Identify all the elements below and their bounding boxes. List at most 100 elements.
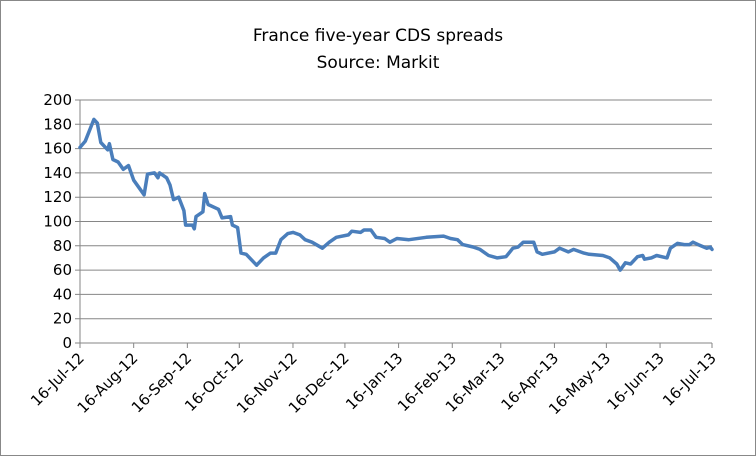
data-point	[553, 250, 556, 254]
data-point	[206, 203, 210, 206]
data-point	[269, 251, 272, 255]
data-point	[641, 254, 644, 257]
data-point	[78, 146, 82, 149]
data-point	[116, 160, 120, 164]
data-point	[383, 237, 386, 240]
data-point	[350, 230, 354, 233]
data-point	[696, 243, 700, 246]
data-point	[194, 215, 198, 218]
data-point	[643, 257, 646, 261]
data-point	[567, 250, 570, 254]
data-point	[487, 254, 490, 257]
data-point	[582, 251, 586, 255]
data-point	[335, 236, 338, 239]
data-point	[111, 158, 115, 161]
data-point	[291, 231, 295, 234]
data-point	[99, 141, 102, 144]
y-tick-label: 160	[43, 140, 72, 158]
data-point	[362, 228, 366, 232]
data-point	[449, 237, 452, 240]
data-point	[177, 196, 180, 199]
data-point	[236, 226, 239, 229]
data-point	[106, 148, 109, 152]
data-point	[461, 243, 464, 246]
data-point	[496, 256, 499, 260]
data-point	[522, 240, 525, 244]
data-point	[442, 234, 445, 238]
data-point	[158, 171, 161, 175]
y-tick-label: 40	[53, 285, 72, 303]
data-point	[395, 237, 399, 240]
data-point	[153, 171, 156, 175]
y-tick-label: 60	[53, 261, 72, 279]
data-point	[217, 208, 220, 211]
data-point	[321, 247, 324, 250]
data-point	[165, 176, 168, 179]
data-point	[676, 242, 679, 245]
chart-title: France five-year CDS spreads	[253, 26, 503, 46]
data-point	[516, 245, 520, 249]
data-point	[471, 245, 475, 249]
data-point	[262, 256, 265, 260]
data-point	[636, 255, 639, 258]
data-point	[286, 232, 289, 235]
data-point	[615, 262, 618, 266]
data-point	[127, 164, 130, 167]
data-point	[374, 236, 378, 239]
y-tick-label: 20	[53, 310, 72, 328]
data-point	[601, 254, 605, 257]
data-point	[608, 256, 612, 260]
data-point	[347, 233, 350, 237]
data-point	[231, 223, 234, 227]
data-point	[274, 251, 277, 255]
data-point	[688, 243, 691, 246]
data-point	[619, 268, 622, 272]
data-point	[132, 178, 135, 182]
data-point	[203, 192, 206, 195]
data-point	[456, 238, 459, 241]
data-point	[650, 256, 653, 260]
data-point	[83, 140, 87, 143]
data-point	[168, 183, 172, 187]
data-point	[558, 247, 561, 250]
data-point	[193, 227, 196, 230]
data-point	[182, 209, 186, 212]
data-point	[535, 250, 539, 254]
data-point	[511, 247, 515, 250]
data-point	[328, 240, 331, 244]
y-tick-label: 100	[43, 213, 72, 231]
data-point	[310, 240, 314, 244]
y-tick-label: 140	[43, 164, 72, 182]
data-point	[624, 261, 627, 265]
data-point	[96, 121, 99, 125]
data-point	[407, 238, 411, 241]
y-tick-label: 120	[43, 188, 72, 206]
data-point	[369, 228, 373, 232]
data-point	[504, 255, 508, 258]
data-point	[532, 240, 535, 244]
data-point	[239, 251, 243, 255]
data-point	[255, 264, 258, 267]
data-point	[142, 193, 146, 196]
data-point	[184, 223, 187, 227]
y-tick-label: 200	[43, 91, 72, 109]
data-point	[691, 240, 695, 244]
data-point	[710, 248, 714, 251]
y-tick-label: 0	[62, 334, 72, 352]
data-point	[122, 168, 125, 171]
data-point	[201, 210, 205, 213]
data-point	[587, 253, 591, 256]
data-point	[245, 253, 248, 256]
data-point	[665, 256, 669, 260]
data-point	[146, 172, 149, 176]
data-point	[655, 254, 658, 257]
data-point	[709, 245, 712, 249]
y-tick-label: 80	[53, 237, 72, 255]
data-point	[220, 216, 224, 220]
data-point	[108, 142, 111, 145]
data-point	[279, 238, 283, 241]
data-point	[541, 253, 544, 256]
